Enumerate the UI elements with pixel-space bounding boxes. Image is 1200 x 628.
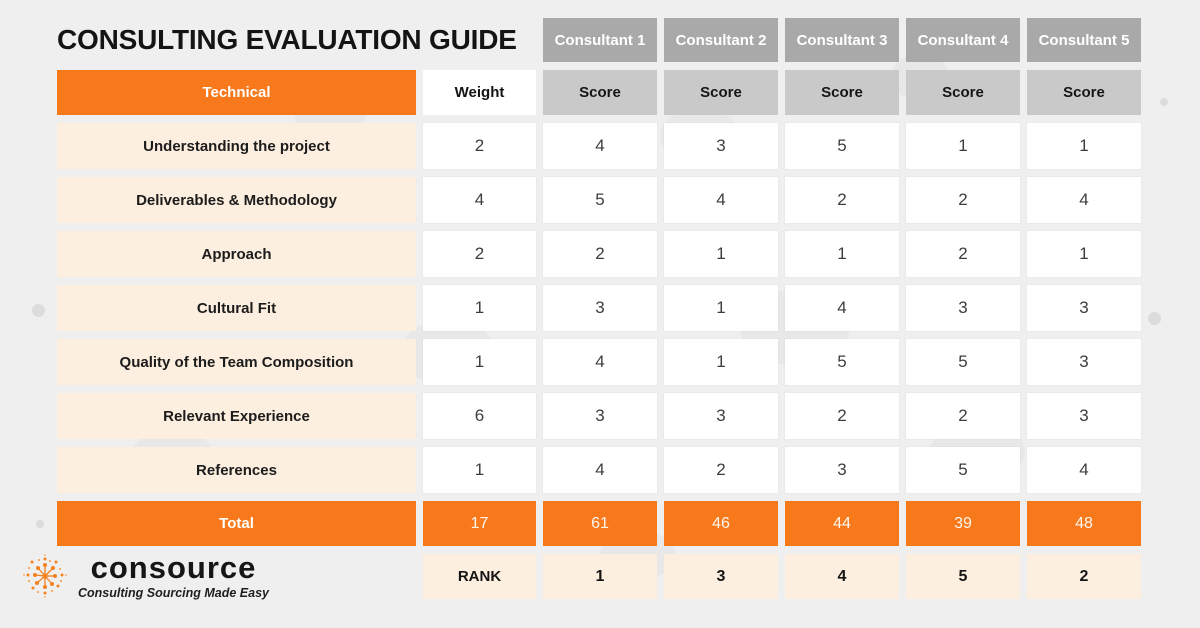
score-value: 1 [664,339,778,385]
total-label: Total [57,501,416,546]
score-value: 3 [1027,393,1141,439]
score-value: 3 [1027,285,1141,331]
score-column-header-1: Score [543,70,657,115]
weight-value: 1 [423,339,536,385]
rank-value-2: 3 [664,554,778,599]
score-value: 1 [664,285,778,331]
consource-network-icon [23,554,67,598]
score-value: 5 [785,339,899,385]
criterion-label: Approach [57,231,416,277]
score-value: 3 [543,393,657,439]
score-value: 4 [543,123,657,169]
consultant-header-1: Consultant 1 [543,18,657,62]
score-value: 1 [664,231,778,277]
section-header-technical: Technical [57,70,416,115]
background-dot [1148,312,1161,325]
score-value: 2 [543,231,657,277]
total-score-2: 46 [664,501,778,546]
rank-label: RANK [423,554,536,599]
consultant-header-3: Consultant 3 [785,18,899,62]
score-value: 2 [906,393,1020,439]
score-value: 2 [785,393,899,439]
criterion-label: References [57,447,416,493]
weight-value: 2 [423,123,536,169]
score-column-header-3: Score [785,70,899,115]
weight-value: 6 [423,393,536,439]
score-value: 1 [906,123,1020,169]
score-value: 5 [543,177,657,223]
score-value: 3 [785,447,899,493]
weight-column-header: Weight [423,70,536,115]
score-column-header-5: Score [1027,70,1141,115]
score-value: 2 [906,177,1020,223]
brand-name: consource [90,550,257,585]
background-dot [1160,98,1168,106]
score-value: 5 [906,339,1020,385]
score-value: 1 [785,231,899,277]
total-score-4: 39 [906,501,1020,546]
score-value: 4 [543,339,657,385]
total-weight: 17 [423,501,536,546]
score-value: 3 [543,285,657,331]
total-score-5: 48 [1027,501,1141,546]
score-value: 2 [906,231,1020,277]
brand-tagline: Consulting Sourcing Made Easy [78,586,269,600]
score-value: 1 [1027,123,1141,169]
score-value: 5 [785,123,899,169]
score-value: 4 [785,285,899,331]
brand-text: consource Consulting Sourcing Made Easy [78,552,269,600]
rank-value-4: 5 [906,554,1020,599]
rank-value-1: 1 [543,554,657,599]
score-value: 3 [906,285,1020,331]
score-value: 4 [1027,177,1141,223]
score-value: 1 [1027,231,1141,277]
weight-value: 2 [423,231,536,277]
background-dot [36,520,44,528]
background-dot [32,304,45,317]
score-value: 3 [664,123,778,169]
score-value: 2 [785,177,899,223]
score-value: 4 [543,447,657,493]
criterion-label: Deliverables & Methodology [57,177,416,223]
score-value: 2 [664,447,778,493]
score-value: 3 [664,393,778,439]
weight-value: 4 [423,177,536,223]
consultant-header-5: Consultant 5 [1027,18,1141,62]
consultant-header-2: Consultant 2 [664,18,778,62]
criterion-label: Relevant Experience [57,393,416,439]
weight-value: 1 [423,285,536,331]
rank-value-3: 4 [785,554,899,599]
score-value: 5 [906,447,1020,493]
brand-logo: consource Consulting Sourcing Made Easy [22,552,269,600]
total-score-3: 44 [785,501,899,546]
score-column-header-4: Score [906,70,1020,115]
consultant-header-4: Consultant 4 [906,18,1020,62]
total-score-1: 61 [543,501,657,546]
score-value: 3 [1027,339,1141,385]
criterion-label: Quality of the Team Composition [57,339,416,385]
page-title: CONSULTING EVALUATION GUIDE [57,24,517,55]
score-value: 4 [1027,447,1141,493]
criterion-label: Cultural Fit [57,285,416,331]
score-value: 4 [664,177,778,223]
rank-value-5: 2 [1027,554,1141,599]
criterion-label: Understanding the project [57,123,416,169]
score-column-header-2: Score [664,70,778,115]
weight-value: 1 [423,447,536,493]
